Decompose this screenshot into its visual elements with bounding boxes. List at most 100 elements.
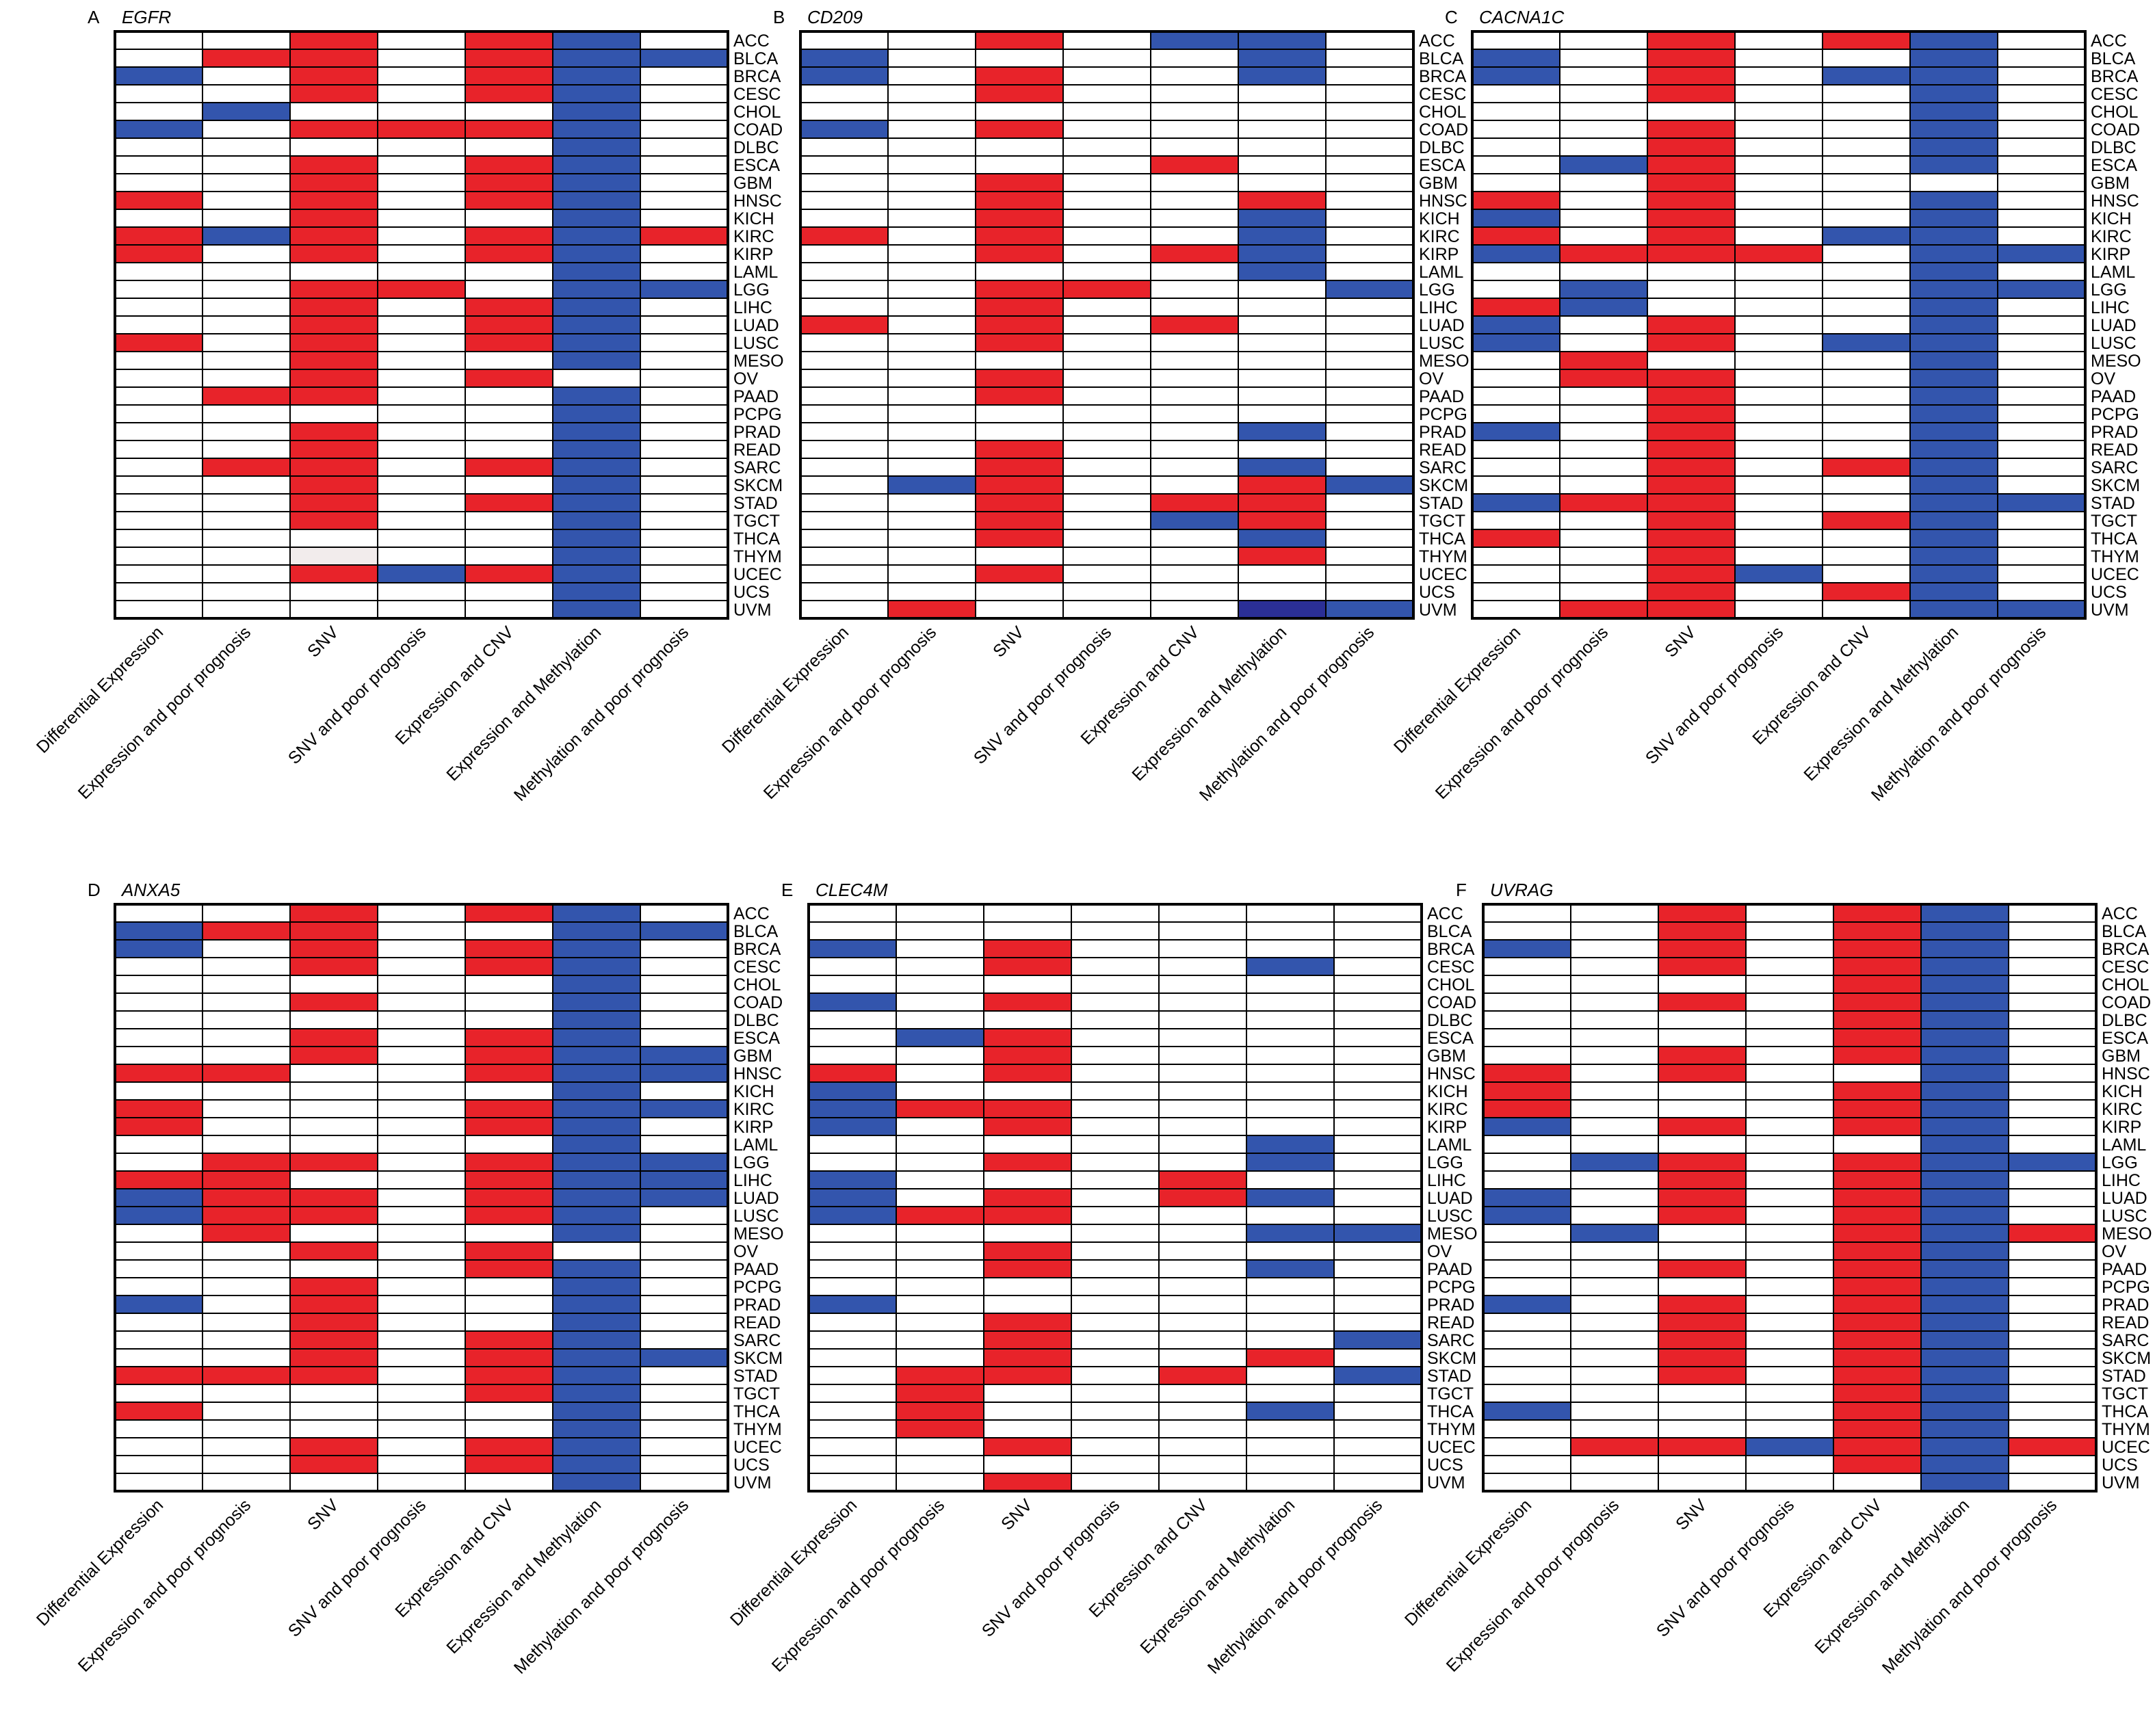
heatmap-cell bbox=[552, 66, 641, 86]
heatmap-cell bbox=[1745, 939, 1834, 958]
heatmap-cell bbox=[640, 992, 729, 1012]
heatmap-cell bbox=[202, 992, 291, 1012]
heatmap-cell bbox=[1822, 404, 1911, 423]
heatmap-cell bbox=[1920, 1259, 2009, 1278]
heatmap-cell bbox=[1647, 298, 1736, 317]
heatmap-cell bbox=[808, 939, 897, 958]
heatmap-cell bbox=[808, 1384, 897, 1403]
heatmap-cell bbox=[1647, 600, 1736, 619]
heatmap-cell bbox=[377, 209, 466, 228]
row-label: BRCA bbox=[733, 940, 781, 959]
row-label: CESC bbox=[2091, 85, 2138, 104]
heatmap-cell bbox=[887, 333, 976, 352]
column-label: Expression and poor prognosis bbox=[1432, 622, 1612, 803]
heatmap-cell bbox=[289, 475, 378, 495]
heatmap-cell bbox=[1658, 1081, 1747, 1101]
heatmap-cell bbox=[377, 191, 466, 210]
heatmap-cell bbox=[377, 1402, 466, 1421]
heatmap-cell bbox=[1997, 102, 2086, 121]
heatmap-cell bbox=[1062, 280, 1151, 299]
heatmap-cell bbox=[640, 84, 729, 103]
heatmap-cell bbox=[202, 1206, 291, 1225]
row-label: LAML bbox=[1419, 263, 1463, 282]
heatmap-cell bbox=[114, 1188, 203, 1207]
heatmap-cell bbox=[1325, 66, 1414, 86]
heatmap-cell bbox=[289, 440, 378, 459]
heatmap-cell bbox=[289, 1081, 378, 1101]
heatmap-cell bbox=[1570, 957, 1659, 976]
heatmap-cell bbox=[896, 1330, 984, 1350]
row-label: BRCA bbox=[1419, 67, 1467, 86]
heatmap-cell bbox=[289, 529, 378, 548]
heatmap-cell bbox=[465, 939, 553, 958]
heatmap-cell bbox=[377, 315, 466, 334]
heatmap-cell bbox=[1822, 582, 1911, 601]
heatmap-cell bbox=[202, 404, 291, 423]
heatmap-cell bbox=[1150, 84, 1239, 103]
heatmap-cell bbox=[1658, 1455, 1747, 1474]
heatmap-cell bbox=[1559, 298, 1648, 317]
heatmap-cell bbox=[1472, 137, 1560, 157]
heatmap-cell bbox=[800, 564, 889, 583]
row-label: UCEC bbox=[1419, 565, 1467, 584]
heatmap-cell bbox=[1238, 262, 1327, 281]
heatmap-cell bbox=[887, 49, 976, 68]
heatmap-cell bbox=[552, 1046, 641, 1065]
heatmap-cell bbox=[1325, 333, 1414, 352]
row-label: UVM bbox=[733, 601, 772, 620]
heatmap-cell bbox=[1483, 1473, 1571, 1492]
heatmap-cell bbox=[1658, 1313, 1747, 1332]
heatmap-cell bbox=[800, 262, 889, 281]
heatmap-cell bbox=[975, 84, 1064, 103]
heatmap-cell bbox=[1333, 1259, 1422, 1278]
heatmap-cell bbox=[1647, 404, 1736, 423]
heatmap-cell bbox=[1559, 386, 1648, 406]
heatmap-cell bbox=[1658, 1330, 1747, 1350]
heatmap-cell bbox=[1647, 493, 1736, 512]
heatmap-cell bbox=[1483, 1135, 1571, 1154]
heatmap-cell bbox=[1734, 262, 1823, 281]
column-label: Methylation and poor prognosis bbox=[1204, 1495, 1386, 1677]
panel-frame bbox=[807, 903, 1423, 1492]
heatmap-cell bbox=[1570, 1081, 1659, 1101]
heatmap-cell bbox=[640, 102, 729, 121]
heatmap-cell bbox=[289, 315, 378, 334]
heatmap-cell bbox=[1325, 49, 1414, 68]
heatmap-cell bbox=[1071, 1028, 1160, 1047]
heatmap-cell bbox=[1909, 84, 1998, 103]
heatmap-cell bbox=[1062, 333, 1151, 352]
heatmap-cell bbox=[1325, 120, 1414, 139]
heatmap-cell bbox=[1150, 351, 1239, 370]
row-label: LIHC bbox=[2091, 298, 2130, 317]
heatmap-cell bbox=[800, 31, 889, 50]
heatmap-cell bbox=[465, 280, 553, 299]
heatmap-cell bbox=[377, 1206, 466, 1225]
heatmap-cell bbox=[1062, 226, 1151, 246]
heatmap-cell bbox=[1333, 1170, 1422, 1189]
heatmap-cell bbox=[1472, 600, 1560, 619]
panel-letter: B bbox=[773, 7, 785, 27]
row-label: CHOL bbox=[733, 103, 781, 122]
heatmap-cell bbox=[983, 1384, 1072, 1403]
heatmap-cell bbox=[1246, 1437, 1335, 1456]
heatmap-cell bbox=[202, 1419, 291, 1438]
heatmap-cell bbox=[1658, 1153, 1747, 1172]
row-label: COAD bbox=[2091, 120, 2140, 140]
heatmap-cell bbox=[1745, 921, 1834, 941]
heatmap-cell bbox=[1997, 49, 2086, 68]
heatmap-cell bbox=[114, 422, 203, 441]
heatmap-cell bbox=[800, 298, 889, 317]
heatmap-cell bbox=[2008, 1206, 2097, 1225]
heatmap-cell bbox=[1333, 1402, 1422, 1421]
column-label: Expression and poor prognosis bbox=[75, 622, 255, 803]
heatmap-cell bbox=[1997, 333, 2086, 352]
heatmap-cell bbox=[1246, 1010, 1335, 1029]
heatmap-cell bbox=[465, 102, 553, 121]
heatmap-cell bbox=[983, 1295, 1072, 1314]
heatmap-cell bbox=[1822, 333, 1911, 352]
heatmap-cell bbox=[1822, 102, 1911, 121]
heatmap-cell bbox=[1559, 458, 1648, 477]
heatmap-cell bbox=[202, 31, 291, 50]
heatmap-cell bbox=[1246, 1081, 1335, 1101]
heatmap-cell bbox=[1909, 209, 1998, 228]
